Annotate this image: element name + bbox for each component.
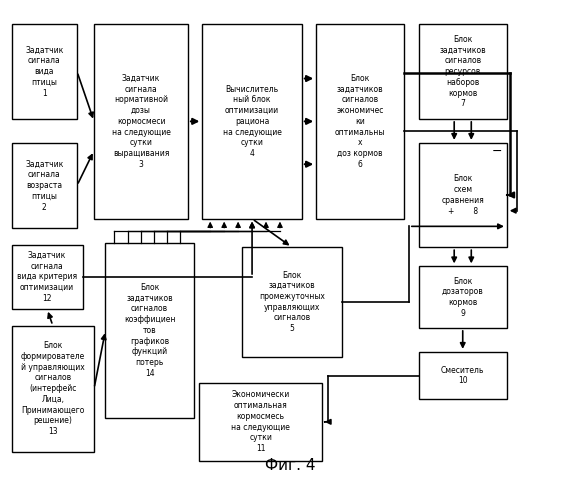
FancyBboxPatch shape [418,352,507,399]
Text: Задатчик
сигнала
вида
птицы
1: Задатчик сигнала вида птицы 1 [25,46,63,98]
FancyBboxPatch shape [242,247,342,356]
Text: Задатчик
сигнала
нормативной
дозы
кормосмеси
на следующие
сутки
выращивания
3: Задатчик сигнала нормативной дозы кормос… [112,74,170,169]
Text: Задатчик
сигнала
возраста
птицы
2: Задатчик сигнала возраста птицы 2 [25,160,63,212]
FancyBboxPatch shape [12,245,83,309]
Text: Блок
задатчиков
сигналов
ресурсов
наборов
кормов
7: Блок задатчиков сигналов ресурсов наборо… [439,35,486,108]
FancyBboxPatch shape [316,24,404,219]
Text: Блок
формирователе
й управляющих
сигналов
(интерфейс
Лица,
Принимающего
решение): Блок формирователе й управляющих сигнало… [21,341,85,436]
FancyBboxPatch shape [202,24,302,219]
Text: Блок
схем
сравнения
+        8: Блок схем сравнения + 8 [442,174,484,216]
FancyBboxPatch shape [418,143,507,247]
FancyBboxPatch shape [94,24,188,219]
Text: Фиг. 4: Фиг. 4 [266,458,315,473]
FancyBboxPatch shape [199,382,322,461]
FancyBboxPatch shape [418,266,507,328]
FancyBboxPatch shape [418,24,507,119]
FancyBboxPatch shape [12,326,94,452]
FancyBboxPatch shape [12,143,77,228]
Text: Блок
задатчиков
промежуточных
управляющих
сигналов
5: Блок задатчиков промежуточных управляющи… [259,270,325,333]
Text: Экономически
оптимальная
кормосмесь
на следующие
сутки
11: Экономически оптимальная кормосмесь на с… [231,390,290,453]
Text: Вычислитель
ный блок
оптимизации
рациона
на следующие
сутки
4: Вычислитель ный блок оптимизации рациона… [223,84,282,158]
Text: Блок
дозаторов
кормов
9: Блок дозаторов кормов 9 [442,276,483,318]
Text: Блок
задатчиков
сигналов
экономичес
ки
оптимальны
х
доз кормов
6: Блок задатчиков сигналов экономичес ки о… [335,74,385,169]
FancyBboxPatch shape [106,242,193,418]
Text: Задатчик
сигнала
вида критерия
оптимизации
12: Задатчик сигнала вида критерия оптимизац… [17,251,77,303]
Text: −: − [492,145,502,158]
FancyBboxPatch shape [12,24,77,119]
Text: Смеситель
10: Смеситель 10 [441,366,485,386]
Text: Блок
задатчиков
сигналов
коэффициен
тов
графиков
функций
потерь
14: Блок задатчиков сигналов коэффициен тов … [124,283,175,378]
